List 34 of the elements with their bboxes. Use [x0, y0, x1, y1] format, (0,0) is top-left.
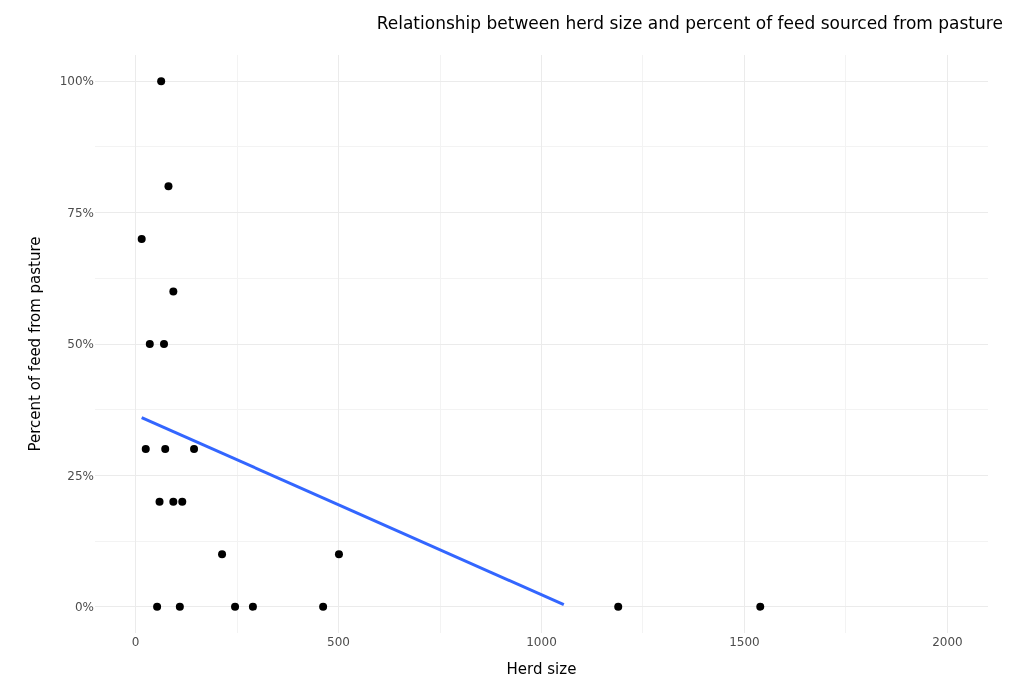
- y-tick-label: 50%: [67, 337, 94, 352]
- y-axis-title: Percent of feed from pasture: [25, 236, 44, 452]
- point: [160, 340, 168, 348]
- point: [334, 550, 343, 559]
- point: [614, 602, 623, 611]
- point: [155, 497, 164, 506]
- point: [231, 602, 240, 611]
- x-tick-label: 1000: [526, 635, 557, 649]
- point: [190, 445, 199, 454]
- point: [157, 77, 166, 86]
- point: [169, 497, 178, 506]
- x-axis-title: Herd size: [506, 660, 577, 678]
- y-tick-label: 25%: [67, 468, 94, 483]
- point: [319, 602, 328, 611]
- point: [756, 602, 765, 611]
- x-tick-label: 0: [131, 635, 140, 649]
- point: [145, 340, 154, 348]
- point: [153, 602, 162, 611]
- point: [161, 445, 170, 454]
- point: [178, 497, 187, 506]
- y-tick-label: 0%: [74, 599, 94, 614]
- point: [169, 287, 178, 296]
- point: [141, 445, 150, 454]
- point: [175, 602, 184, 611]
- point: [164, 182, 173, 191]
- point: [137, 234, 146, 243]
- x-tick-label: 500: [327, 635, 350, 649]
- chart-title: Relationship between herd size and percent of feed sourced from pasture: [376, 13, 1003, 34]
- x-tick-label: 1500: [729, 635, 760, 649]
- x-tick-label: 2000: [932, 635, 963, 649]
- y-tick-label: 75%: [67, 205, 94, 220]
- point: [248, 602, 257, 611]
- point: [218, 550, 227, 559]
- y-tick-label: 100%: [59, 74, 94, 89]
